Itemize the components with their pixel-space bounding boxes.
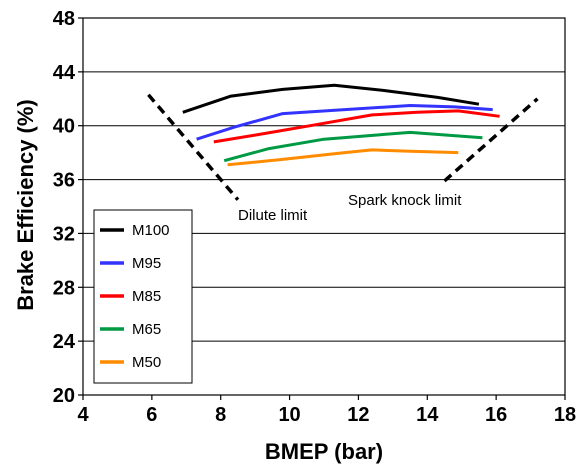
- x-tick-label: 12: [347, 404, 369, 426]
- y-tick-label: 24: [53, 331, 76, 353]
- x-axis-title: BMEP (bar): [265, 439, 383, 464]
- series-line-m50: [227, 148, 459, 167]
- series-line-m100: [182, 83, 480, 114]
- x-tick-label: 4: [77, 404, 89, 426]
- y-tick-label: 40: [53, 116, 75, 138]
- x-tick-label: 18: [554, 404, 576, 426]
- legend-label-m85: M85: [132, 288, 161, 305]
- y-tick-label: 36: [53, 170, 75, 192]
- y-tick-label: 20: [53, 385, 75, 407]
- limit-lines: [147, 93, 539, 201]
- legend-label-m50: M50: [132, 354, 161, 371]
- spark-knock-limit-line: [443, 97, 539, 183]
- series-line-m85: [213, 109, 500, 144]
- x-tick-label: 6: [146, 404, 157, 426]
- y-tick-label: 28: [53, 277, 75, 299]
- y-axis-title: Brake Efficiency (%): [13, 99, 38, 311]
- x-ticks: 4 6 8 10 12 14 16 18: [77, 395, 576, 426]
- legend-label-m65: M65: [132, 321, 161, 338]
- x-tick-label: 16: [485, 404, 507, 426]
- legend-label-m95: M95: [132, 255, 161, 272]
- spark-knock-limit-label: Spark knock limit: [348, 192, 462, 209]
- legend: M100 M95 M85 M65 M50: [93, 209, 193, 384]
- series-line-m95: [196, 104, 493, 141]
- x-tick-label: 14: [416, 404, 439, 426]
- y-ticks: 20 24 28 32 36 40 44 48: [53, 8, 83, 407]
- y-tick-label: 44: [53, 62, 76, 84]
- x-tick-label: 10: [278, 404, 300, 426]
- legend-label-m100: M100: [132, 222, 170, 239]
- y-tick-label: 48: [53, 8, 75, 30]
- dilute-limit-line: [147, 93, 240, 201]
- dilute-limit-label: Dilute limit: [238, 207, 308, 224]
- series-line-m65: [223, 130, 483, 163]
- x-tick-label: 8: [215, 404, 226, 426]
- series-lines: [182, 83, 500, 167]
- y-tick-label: 32: [53, 223, 75, 245]
